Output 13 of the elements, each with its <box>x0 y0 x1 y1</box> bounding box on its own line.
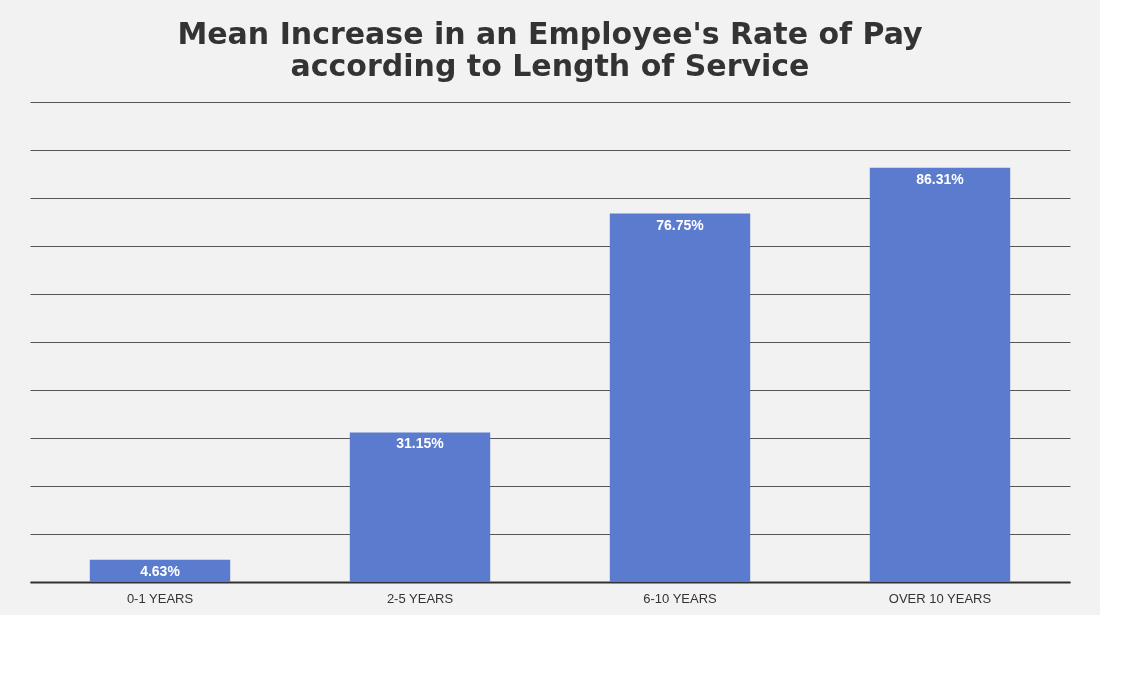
x-tick-label: 2-5 YEARS <box>386 590 454 606</box>
data-label: 76.75% <box>656 216 705 233</box>
bar <box>609 213 751 582</box>
bar <box>89 559 231 582</box>
x-tick-label: OVER 10 YEARS <box>888 590 992 606</box>
data-label: 31.15% <box>396 435 445 452</box>
x-tick-label: 0-1 YEARS <box>126 590 194 606</box>
x-tick-label: 6-10 YEARS <box>643 590 718 606</box>
bar <box>349 432 491 582</box>
data-label: 4.63% <box>140 562 181 579</box>
text: Mean Increase in an Employee's Rate of Pay <box>177 16 923 51</box>
data-label: 86.31% <box>916 170 965 187</box>
bar <box>869 167 1011 582</box>
